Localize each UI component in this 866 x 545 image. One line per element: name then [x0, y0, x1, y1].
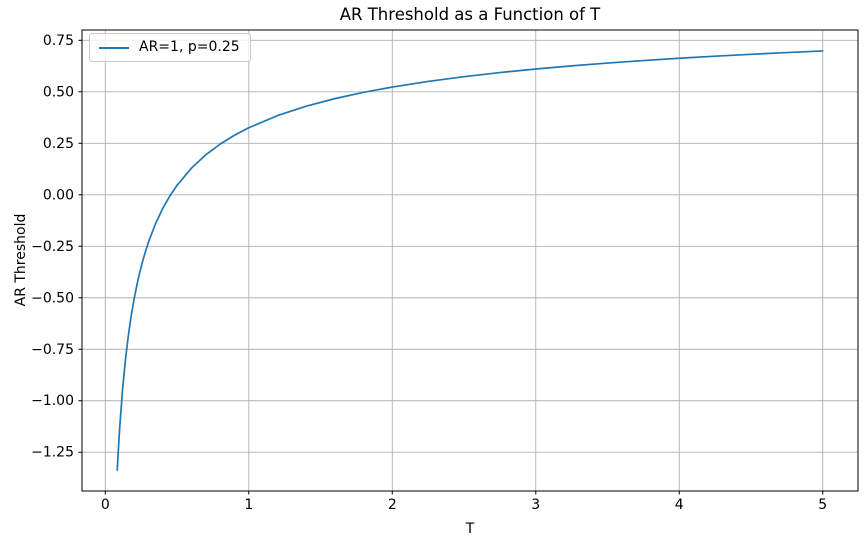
axis-ticks: 0 1 2 3 4 5 0.75 0.50 0.25 0.00 −0.25 −0.50 −0.75 −1.…: [31, 33, 827, 513]
y-axis-label: AR Threshold: [13, 213, 29, 307]
x-tick-label: 0: [101, 497, 110, 513]
x-axis-label: T: [465, 521, 475, 537]
y-tick-label: −0.25: [31, 239, 74, 255]
x-tick-label: 2: [388, 497, 397, 513]
y-tick-label: −1.25: [31, 445, 74, 461]
x-tick-label: 4: [675, 497, 684, 513]
plot-border: [81, 29, 859, 492]
x-tick-label: 1: [244, 497, 253, 513]
y-tick-label: 0.25: [43, 136, 74, 152]
series-layer: [116, 50, 824, 471]
y-tick-label: −0.50: [31, 290, 74, 306]
legend: AR=1, p=0.25: [89, 33, 251, 62]
legend-line-sample: [99, 46, 129, 49]
gridlines: [82, 30, 858, 491]
y-tick-label: −0.75: [31, 342, 74, 358]
y-tick-label: 0.75: [43, 33, 74, 49]
legend-label: AR=1, p=0.25: [139, 39, 240, 55]
x-tick-label: 5: [818, 497, 827, 513]
y-tick-label: −1.00: [31, 393, 74, 409]
x-tick-label: 3: [531, 497, 540, 513]
series-line: [116, 50, 824, 471]
chart-title: AR Threshold as a Function of T: [339, 5, 601, 24]
y-tick-label: 0.00: [43, 187, 74, 203]
y-tick-label: 0.50: [43, 84, 74, 100]
